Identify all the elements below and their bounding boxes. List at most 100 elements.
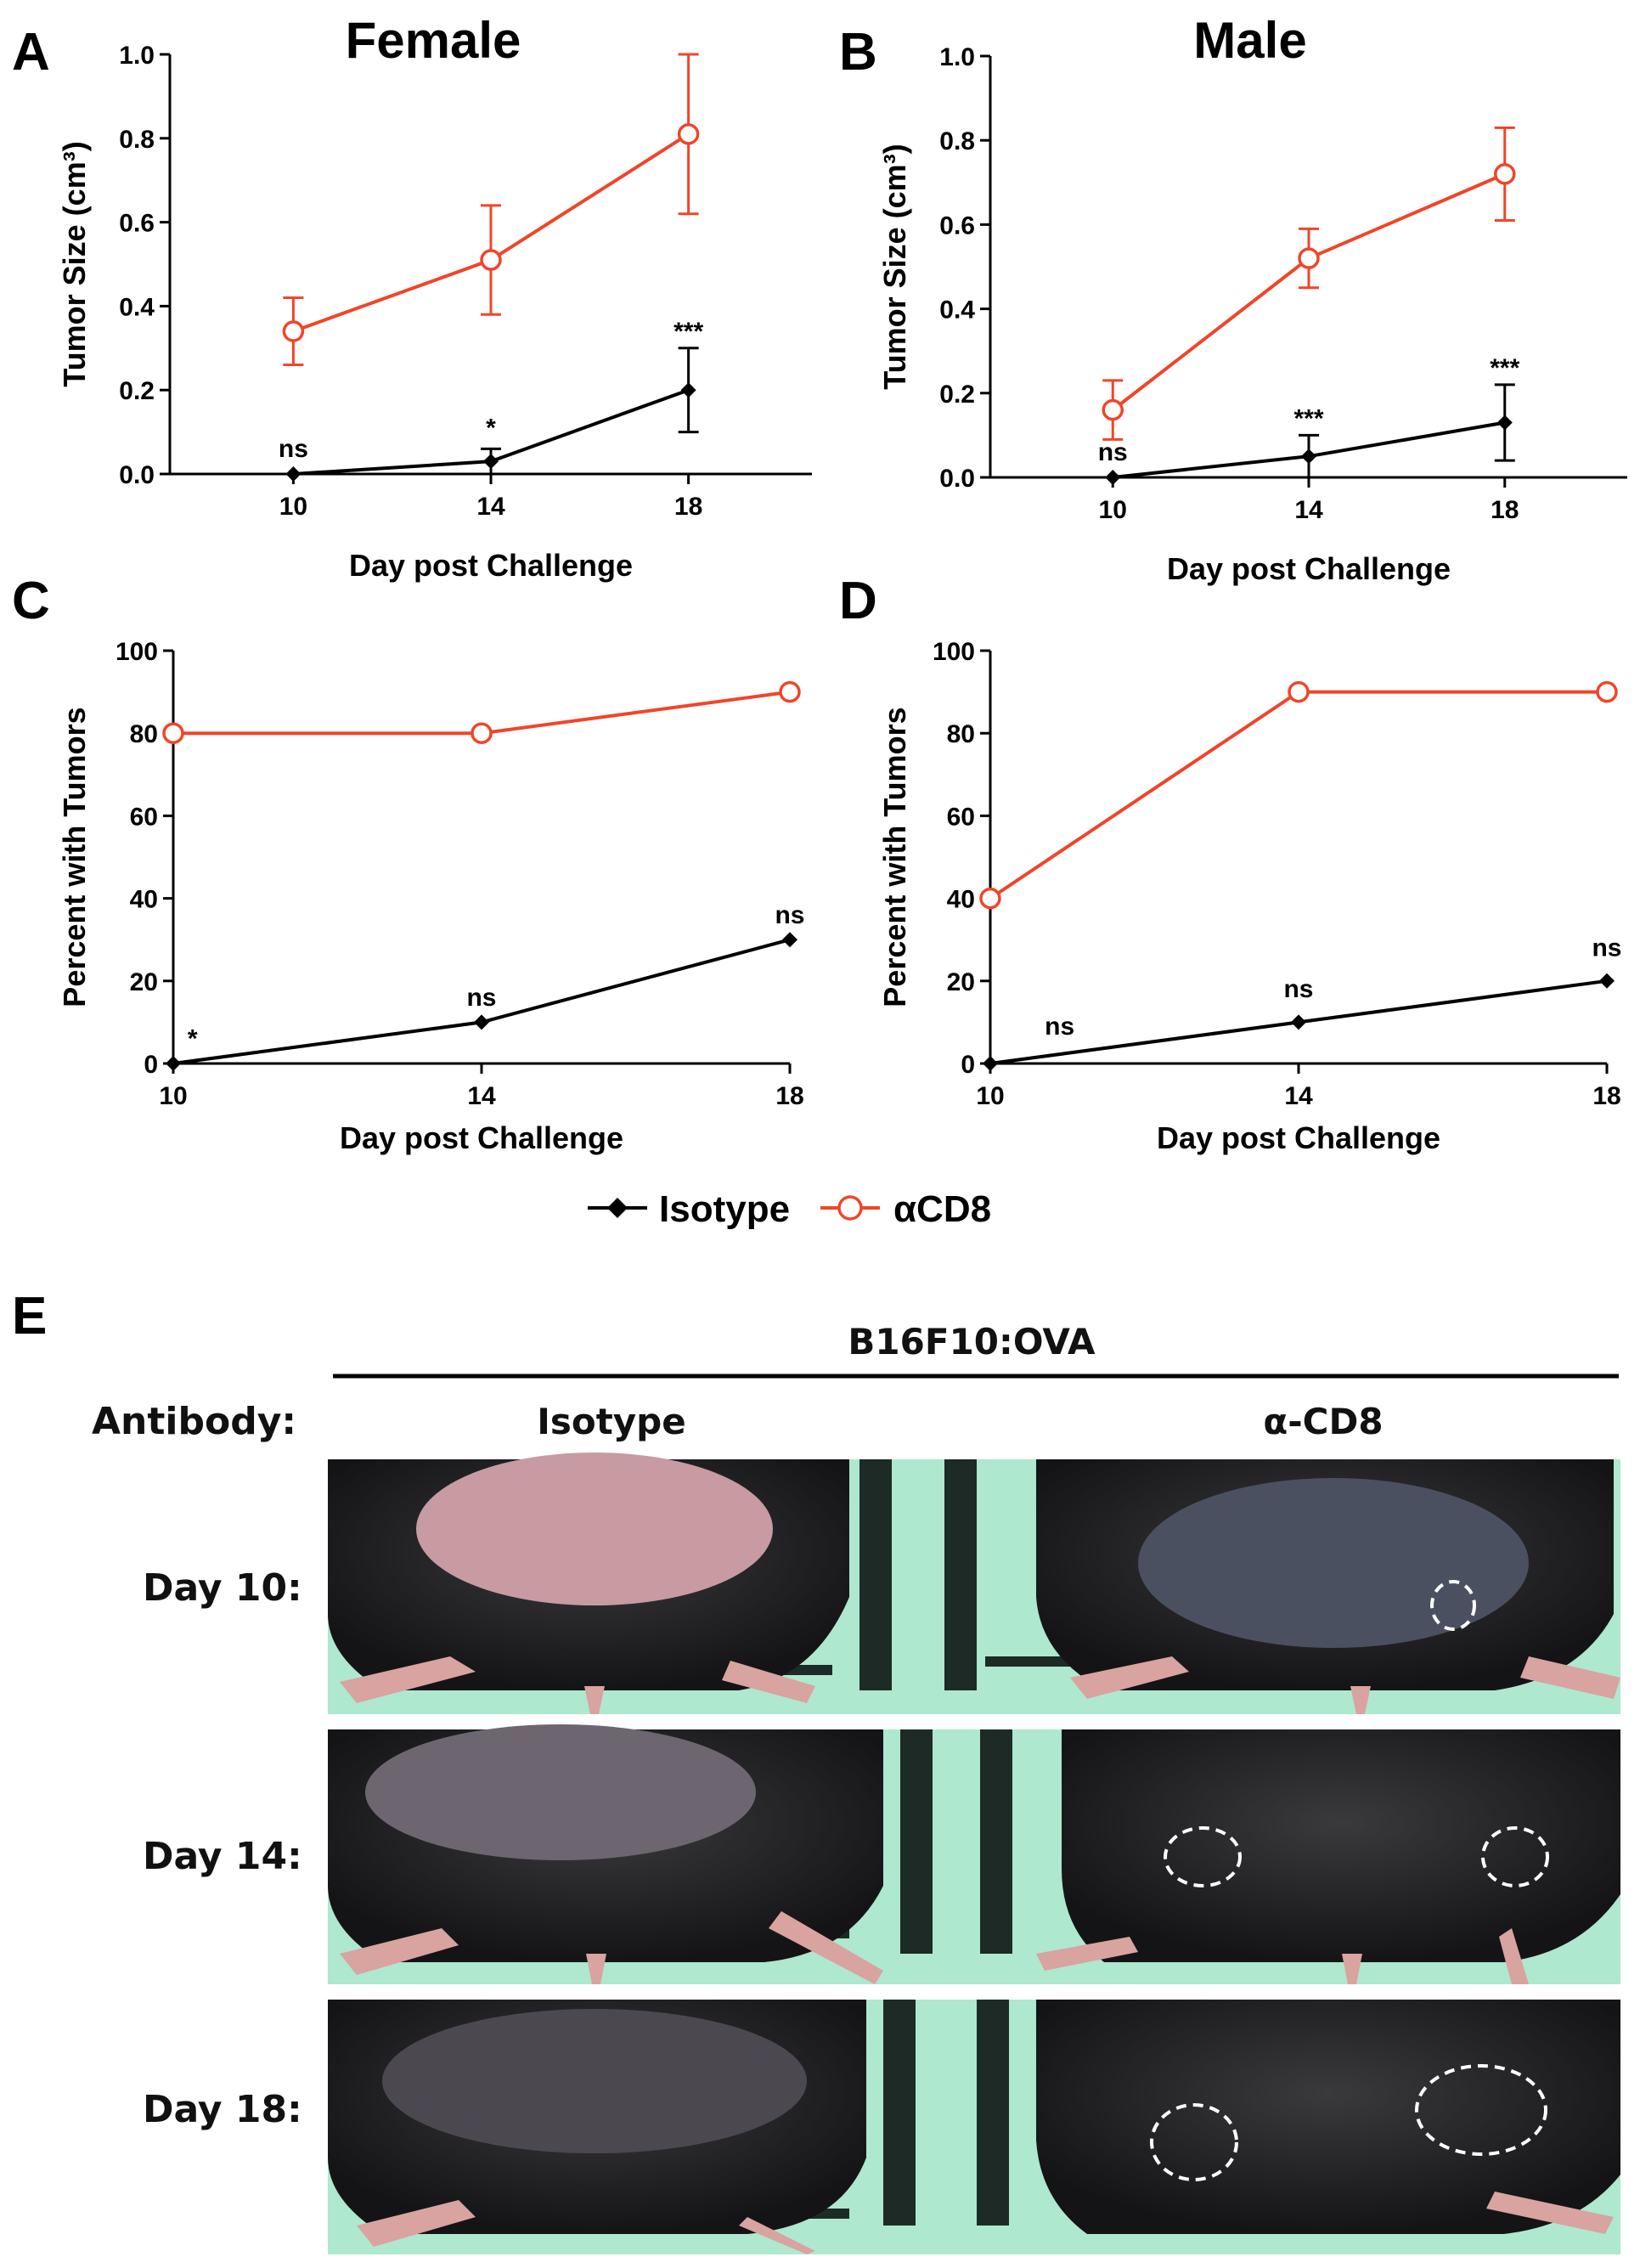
chart-c-point-acd8 xyxy=(471,722,493,744)
chart-d-ytick-label: 80 xyxy=(947,720,975,748)
chart-c-xtick-label: 10 xyxy=(159,1082,187,1110)
row-label-day18: Day 18: xyxy=(143,2088,302,2131)
chart-a-ytick-label: 1.0 xyxy=(119,42,155,70)
chart-d-y-axis-label: Percent with Tumors xyxy=(877,707,912,1007)
chart-c-point-isotype xyxy=(474,1014,489,1030)
chart-b-ytick-label: 0.2 xyxy=(939,381,975,409)
chart-c-significance-label: ns xyxy=(466,984,496,1012)
panel-b-title: Male xyxy=(1193,12,1306,69)
mouse-acd8-day18 xyxy=(1036,2000,1620,2234)
chart-a-significance-label: *** xyxy=(673,318,703,346)
photo-panel: B16F10:OVA Antibody: Isotype α-CD8 Day 1… xyxy=(92,1321,1620,2254)
chart-d-xtick-label: 14 xyxy=(1284,1082,1313,1110)
chart-a-xtick-label: 14 xyxy=(476,493,505,521)
chart-b-xtick-label: 14 xyxy=(1294,496,1323,524)
chart-c-ytick-label: 80 xyxy=(130,720,158,748)
chart-a-point-isotype xyxy=(483,454,499,470)
panel-a-title: Female xyxy=(346,12,521,69)
chart-d-male-percent-tumors: 0 20 40 60 80 100 10 14 18 Day post Challenge Perc… xyxy=(877,638,1622,1155)
photo-group-header: B16F10:OVA xyxy=(848,1321,1096,1362)
chart-b-point-acd8 xyxy=(1298,247,1320,269)
chart-b-y-axis-label: Tumor Size (cm³) xyxy=(877,144,912,389)
mouse-acd8-day14 xyxy=(1036,1729,1620,1984)
chart-b-point-acd8 xyxy=(1102,398,1124,421)
chart-c-ytick-label: 60 xyxy=(130,803,158,831)
legend: Isotype αCD8 xyxy=(588,1188,991,1230)
chart-d-point-isotype xyxy=(1291,1014,1306,1030)
chart-b-ytick-label: 0.6 xyxy=(939,212,975,240)
chart-d-significance-label: ns xyxy=(1592,934,1621,962)
legend-marker-acd8 xyxy=(837,1195,863,1221)
chart-b-male-tumor-size: 0.0 0.2 0.4 0.6 0.8 1.0 10 14 18 Day post Challen… xyxy=(877,43,1627,586)
legend-label-acd8: αCD8 xyxy=(893,1188,991,1230)
chart-c-ytick-label: 0 xyxy=(144,1051,158,1079)
panel-label-b: B xyxy=(839,23,877,82)
panel-label-c: C xyxy=(12,572,50,630)
tumor-circle-acd8-day18-left xyxy=(1150,2103,1238,2181)
chart-a-ytick-label: 0.0 xyxy=(119,461,155,489)
chart-c-ytick-label: 40 xyxy=(130,886,158,914)
photo-day18 xyxy=(328,2000,1620,2254)
chart-a-ytick-label: 0.2 xyxy=(119,377,155,405)
tumor-circle-acd8-day10 xyxy=(1430,1580,1476,1631)
chart-c-point-isotype xyxy=(166,1056,181,1071)
chart-b-point-acd8 xyxy=(1494,163,1516,185)
chart-d-x-axis-label: Day post Challenge xyxy=(1157,1120,1440,1155)
chart-b-x-axis-label: Day post Challenge xyxy=(1167,551,1451,586)
chart-d-xtick-label: 10 xyxy=(976,1082,1004,1110)
chart-d-point-acd8 xyxy=(979,887,1001,910)
photo-day10 xyxy=(328,1453,1620,1714)
chart-b-ytick-label: 0.0 xyxy=(939,465,975,493)
chart-a-xtick-label: 10 xyxy=(279,493,307,521)
chart-b-xtick-label: 18 xyxy=(1491,496,1519,524)
mouse-isotype-day14 xyxy=(328,1724,883,1984)
tumor-circle-acd8-day18-right xyxy=(1415,2064,1547,2156)
chart-c-point-acd8 xyxy=(779,680,801,703)
chart-c-point-isotype xyxy=(782,932,797,948)
chart-c-female-percent-tumors: 0 20 40 60 80 100 10 14 18 Day post Challenge Perc… xyxy=(57,638,805,1155)
tumor-circle-acd8-day14-left xyxy=(1164,1826,1242,1887)
chart-b-ytick-label: 0.8 xyxy=(939,127,975,155)
chart-a-point-acd8 xyxy=(677,123,700,145)
chart-a-point-isotype xyxy=(680,382,696,398)
chart-b-significance-label: ns xyxy=(1098,438,1128,466)
chart-d-point-isotype xyxy=(983,1056,998,1071)
chart-a-ytick-label: 0.6 xyxy=(119,210,155,238)
legend-item-isotype: Isotype xyxy=(588,1188,790,1230)
chart-b-point-isotype xyxy=(1301,449,1316,465)
chart-d-ytick-label: 40 xyxy=(947,886,975,914)
chart-a-point-isotype xyxy=(285,466,302,482)
chart-a-significance-label: ns xyxy=(279,435,308,463)
chart-a-female-tumor-size: 0.0 0.2 0.4 0.6 0.8 1.0 10 14 18 Day post Challen… xyxy=(57,42,812,583)
legend-label-isotype: Isotype xyxy=(659,1188,790,1230)
chart-b-ytick-label: 0.4 xyxy=(939,296,975,324)
chart-d-significance-label: ns xyxy=(1283,975,1313,1003)
chart-a-ytick-label: 0.8 xyxy=(119,126,155,154)
chart-a-xtick-label: 18 xyxy=(674,493,702,521)
legend-item-acd8: αCD8 xyxy=(820,1188,991,1230)
panel-label-d: D xyxy=(839,572,877,630)
row-label-day14: Day 14: xyxy=(143,1835,302,1878)
chart-d-significance-label: ns xyxy=(1045,1013,1074,1041)
chart-c-significance-label: * xyxy=(188,1025,198,1053)
chart-c-y-axis-label: Percent with Tumors xyxy=(57,707,92,1007)
chart-a-point-acd8 xyxy=(282,320,305,342)
chart-c-x-axis-label: Day post Challenge xyxy=(340,1120,623,1155)
chart-d-ytick-label: 60 xyxy=(947,803,975,831)
mouse-isotype-day10 xyxy=(328,1453,849,1714)
tumor-circle-acd8-day14-right xyxy=(1481,1826,1549,1887)
chart-d-xtick-label: 18 xyxy=(1592,1082,1620,1110)
chart-b-ytick-label: 1.0 xyxy=(939,43,975,71)
column-header-acd8: α-CD8 xyxy=(1263,1401,1383,1442)
chart-a-x-axis-label: Day post Challenge xyxy=(349,548,633,583)
panel-label-e: E xyxy=(12,1287,47,1346)
chart-d-ytick-label: 0 xyxy=(961,1051,975,1079)
chart-b-xtick-label: 10 xyxy=(1099,496,1127,524)
chart-c-significance-label: ns xyxy=(775,901,804,929)
chart-c-xtick-label: 18 xyxy=(775,1082,803,1110)
chart-a-y-axis-label: Tumor Size (cm³) xyxy=(57,141,92,386)
chart-d-ytick-label: 20 xyxy=(947,968,975,996)
chart-b-significance-label: *** xyxy=(1293,404,1323,432)
row-label-day10: Day 10: xyxy=(143,1566,302,1610)
